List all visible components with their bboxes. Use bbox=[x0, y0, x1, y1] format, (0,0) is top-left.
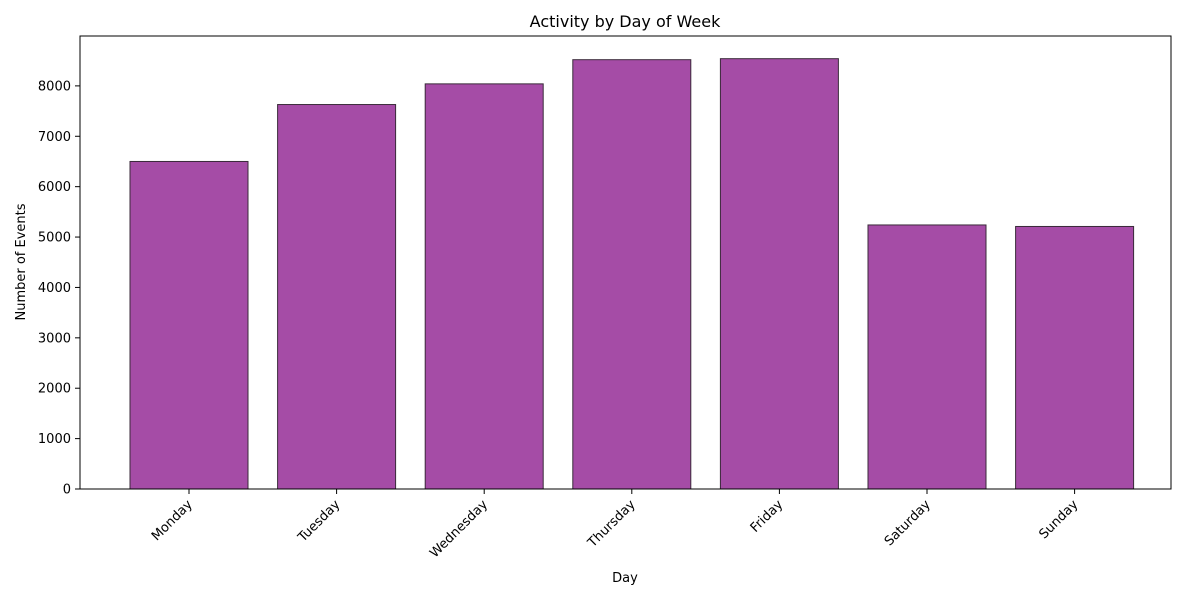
y-axis-label: Number of Events bbox=[14, 203, 29, 320]
y-axis-ticks: 0 1000 2000 3000 4000 5000 6000 7000 8000 bbox=[38, 79, 80, 498]
bars bbox=[129, 58, 1135, 490]
bar-thursday bbox=[572, 59, 692, 490]
bar-saturday bbox=[867, 224, 987, 490]
y-tick-label: 0 bbox=[63, 483, 71, 498]
x-axis-label: Day bbox=[612, 571, 638, 586]
bar-friday bbox=[719, 58, 839, 490]
y-tick-label: 7000 bbox=[38, 130, 71, 145]
y-tick-label: 3000 bbox=[38, 331, 71, 346]
y-tick-label: 4000 bbox=[38, 281, 71, 296]
bar-wednesday bbox=[424, 83, 544, 490]
chart-title: Activity by Day of Week bbox=[530, 12, 721, 31]
y-tick-label: 8000 bbox=[38, 79, 71, 94]
y-tick-label: 1000 bbox=[38, 432, 71, 447]
bar-sunday bbox=[1015, 225, 1135, 490]
bar-tuesday bbox=[277, 104, 397, 490]
y-tick-label: 6000 bbox=[38, 180, 71, 195]
plot-area-frame bbox=[79, 35, 1172, 490]
y-tick-label: 2000 bbox=[38, 382, 71, 397]
bar-monday bbox=[129, 160, 249, 490]
y-tick-label: 5000 bbox=[38, 231, 71, 246]
